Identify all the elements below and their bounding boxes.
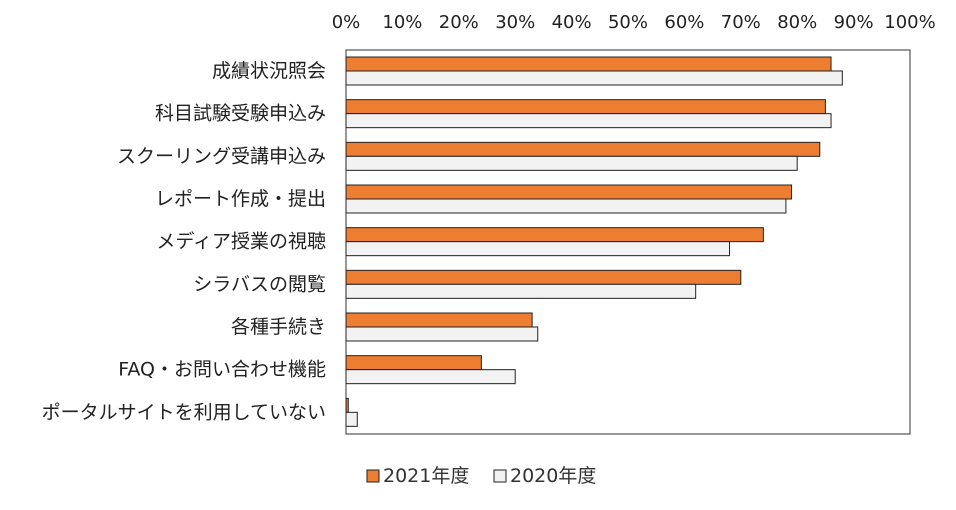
legend-swatch bbox=[366, 469, 380, 483]
x-tick-label: 100% bbox=[884, 12, 935, 33]
x-tick-label: 10% bbox=[382, 12, 422, 33]
bar-series-1 bbox=[345, 312, 533, 328]
legend: 2021年度 2020年度 bbox=[366, 465, 596, 487]
x-tick-label: 90% bbox=[834, 12, 874, 33]
bar-series-2 bbox=[345, 70, 843, 86]
bar-series-1 bbox=[345, 227, 764, 243]
bar-series-1 bbox=[345, 269, 742, 285]
bar-series-2 bbox=[345, 241, 731, 257]
bar-series-2 bbox=[345, 113, 832, 129]
bar-series-2 bbox=[345, 155, 798, 171]
bar-series-2 bbox=[345, 198, 787, 214]
bar-series-2 bbox=[345, 369, 516, 385]
category-label: レポート作成・提出 bbox=[155, 188, 326, 210]
category-label: メディア授業の視聴 bbox=[156, 231, 326, 253]
bar-series-2 bbox=[345, 411, 358, 427]
x-tick-label: 0% bbox=[332, 12, 361, 33]
x-tick-label: 70% bbox=[721, 12, 761, 33]
bars bbox=[345, 56, 843, 427]
bar-series-1 bbox=[345, 184, 793, 200]
bar-series-1 bbox=[345, 141, 821, 157]
x-tick-label: 60% bbox=[664, 12, 704, 33]
bar-series-1 bbox=[345, 99, 826, 115]
bar-series-2 bbox=[345, 283, 697, 299]
category-label: 科目試験受験申込み bbox=[155, 103, 326, 125]
category-label: ポータルサイトを利用していない bbox=[42, 401, 326, 423]
bar-series-1 bbox=[345, 397, 349, 413]
legend-label: 2021年度 bbox=[383, 465, 469, 487]
x-tick-label: 30% bbox=[495, 12, 535, 33]
category-label: 成績状況照会 bbox=[212, 60, 326, 82]
x-tick-labels: 0% 10% 20% 30% 40% 50% 60% 70% 80% 90% 100% bbox=[332, 12, 936, 33]
x-tick-label: 20% bbox=[439, 12, 479, 33]
category-label: シラバスの閲覧 bbox=[193, 273, 326, 295]
bar-series-2 bbox=[345, 326, 539, 342]
legend-label: 2020年度 bbox=[510, 465, 596, 487]
category-label: 各種手続き bbox=[231, 316, 326, 338]
x-tick-label: 50% bbox=[608, 12, 648, 33]
category-labels: 成績状況照会科目試験受験申込みスクーリング受講申込みレポート作成・提出メディア授… bbox=[42, 60, 326, 423]
category-label: スクーリング受講申込み bbox=[117, 145, 326, 167]
bar-series-1 bbox=[345, 56, 832, 72]
legend-swatch bbox=[493, 469, 507, 483]
x-tick-label: 40% bbox=[552, 12, 592, 33]
category-label: FAQ・お問い合わせ機能 bbox=[118, 359, 326, 381]
x-tick-label: 80% bbox=[777, 12, 817, 33]
bar-series-1 bbox=[345, 355, 482, 371]
